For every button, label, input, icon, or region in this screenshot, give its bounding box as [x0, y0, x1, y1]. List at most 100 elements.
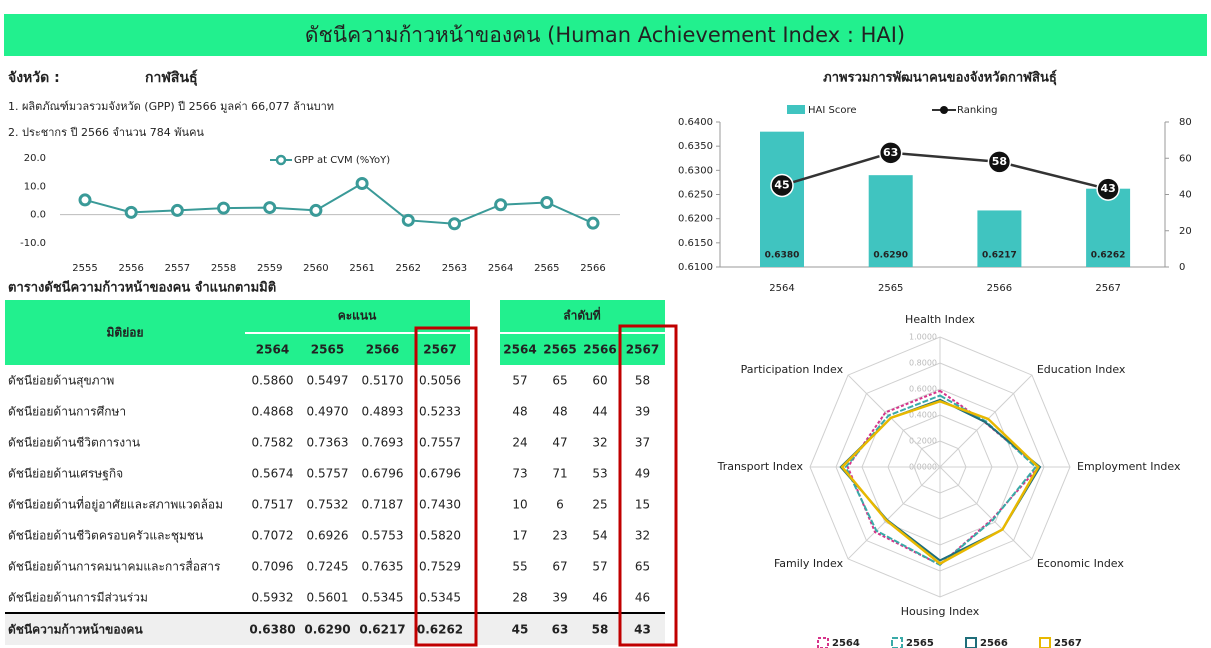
y2-tick-label: 20 — [1179, 226, 1192, 237]
y-tick-label: 0.6300 — [678, 165, 713, 176]
data-point — [494, 198, 508, 212]
data-point — [770, 173, 794, 198]
axis-spoke — [847, 466, 941, 560]
score-cell: 0.7517 — [252, 498, 294, 512]
score-cell: 0.5753 — [362, 529, 404, 543]
row-label: ดัชนีย่อยด้านเศรษฐกิจ — [8, 467, 123, 481]
rank-cell: 63 — [552, 623, 569, 637]
rank-cell: 28 — [512, 591, 527, 605]
axis-label: Transport Index — [717, 460, 804, 473]
header-cell: ลำดับที่ — [563, 307, 601, 323]
row-label: ดัชนีย่อยด้านชีวิตครอบครัวและชุมชน — [8, 529, 203, 544]
row-label: ดัชนีย่อยด้านการศึกษา — [8, 405, 126, 419]
r-tick-label: 1.0000 — [909, 333, 937, 342]
legend-swatch — [965, 637, 977, 648]
rank-cell: 44 — [592, 405, 607, 419]
bar — [760, 131, 804, 267]
axis-label: Employment Index — [1077, 460, 1181, 473]
rank-cell: 39 — [552, 591, 567, 605]
y-tick-label: 0.6250 — [678, 190, 713, 201]
rank-cell: 60 — [592, 374, 607, 388]
rank-cell: 73 — [512, 467, 527, 481]
y-tick-label: 20.0 — [24, 153, 46, 164]
score-cell: 0.5345 — [362, 591, 404, 605]
score-cell: 0.7557 — [419, 436, 461, 450]
table-title: ตารางดัชนีความก้าวหน้าของคน จำแนกตามมิติ — [8, 280, 276, 296]
legend-label: 2564 — [832, 638, 860, 648]
rank-cell: 53 — [592, 467, 607, 481]
score-cell: 0.4893 — [362, 405, 404, 419]
row-label: ดัชนีความก้าวหน้าของคน — [8, 623, 143, 637]
data-point — [217, 201, 231, 215]
header-cell: 2565 — [543, 343, 576, 357]
info-line: 2. ประชากร ปี 2566 จำนวน 784 พันคน — [8, 126, 204, 139]
row-label: ดัชนีย่อยด้านการมีส่วนร่วม — [8, 591, 148, 605]
x-tick-label: 2557 — [165, 263, 190, 274]
x-tick-label: 2563 — [442, 263, 467, 274]
x-tick-label: 2555 — [72, 263, 97, 274]
header-bar — [4, 14, 1207, 56]
score-cell: 0.7363 — [307, 436, 349, 450]
y-tick-label: 0.6200 — [678, 214, 713, 225]
rank-cell: 37 — [635, 436, 650, 450]
bar-value-label: 0.6290 — [873, 251, 908, 261]
score-cell: 0.5497 — [307, 374, 349, 388]
rank-cell: 43 — [634, 623, 651, 637]
x-tick-label: 2560 — [303, 263, 328, 274]
score-cell: 0.5820 — [419, 529, 461, 543]
y2-tick-label: 0 — [1179, 262, 1185, 273]
score-cell: 0.7529 — [419, 560, 461, 574]
score-cell: 0.4970 — [307, 405, 349, 419]
header-cell: มิติย่อย — [107, 326, 144, 340]
axis-spoke — [939, 466, 1033, 560]
header-title: ดัชนีความก้าวหน้าของคน (Human Achievemen… — [305, 23, 905, 47]
rank-cell: 54 — [592, 529, 607, 543]
r-tick-label: 0.4000 — [909, 411, 937, 420]
rank-cell: 58 — [635, 374, 650, 388]
score-cell: 0.5860 — [252, 374, 294, 388]
axis-label: Housing Index — [901, 605, 980, 618]
data-point — [878, 141, 903, 165]
legend-swatch — [817, 637, 829, 648]
score-cell: 0.7635 — [362, 560, 404, 574]
data-point — [309, 203, 323, 217]
x-tick-label: 2565 — [878, 283, 903, 294]
data-point — [401, 213, 415, 227]
rank-cell: 39 — [635, 405, 650, 419]
rank-cell: 24 — [512, 436, 527, 450]
score-cell: 0.5932 — [252, 591, 294, 605]
axis-spoke — [847, 374, 941, 468]
legend-label: Ranking — [957, 105, 997, 116]
total-row-bg — [5, 614, 665, 645]
r-tick-label: 0.2000 — [909, 437, 937, 446]
y-tick-label: 0.6100 — [678, 262, 713, 273]
score-cell: 0.5233 — [419, 405, 461, 419]
row-label: ดัชนีย่อยด้านการคมนาคมและการสื่อสาร — [8, 558, 221, 574]
score-cell: 0.5601 — [307, 591, 349, 605]
info-line: 1. ผลิตภัณฑ์มวลรวมจังหวัด (GPP) ปี 2566 … — [8, 100, 334, 113]
highlight-box — [618, 324, 678, 647]
score-cell: 0.7072 — [252, 529, 294, 543]
header-cell: คะแนน — [338, 309, 377, 323]
score-cell: 0.7430 — [419, 498, 461, 512]
legend-swatch — [1039, 637, 1051, 648]
y-tick-label: 0.6350 — [678, 141, 713, 152]
axis-label: Health Index — [905, 313, 975, 326]
bar — [868, 175, 913, 267]
x-tick-label: 2559 — [257, 263, 282, 274]
row-label: ดัชนีย่อยด้านสุขภาพ — [8, 374, 114, 389]
bar-value-label: 0.6217 — [982, 251, 1017, 261]
rank-cell: 6 — [556, 498, 564, 512]
legend-marker — [940, 106, 948, 114]
axis-label: Education Index — [1037, 363, 1126, 376]
rank-cell: 49 — [635, 467, 650, 481]
rank-cell: 48 — [512, 405, 527, 419]
data-point — [263, 201, 277, 215]
x-tick-label: 2567 — [1095, 283, 1120, 294]
x-tick-label: 2566 — [580, 263, 605, 274]
bar — [1086, 188, 1131, 267]
score-cell: 0.6217 — [359, 623, 405, 637]
header-cell: 2564 — [256, 343, 289, 357]
score-cell: 0.6796 — [362, 467, 404, 481]
province-label: จังหวัด : — [8, 70, 60, 86]
